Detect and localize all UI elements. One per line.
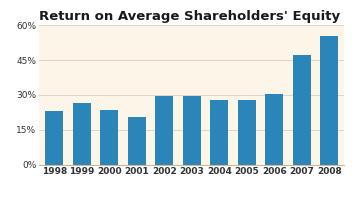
- Bar: [45, 111, 63, 165]
- Bar: [128, 116, 146, 165]
- Bar: [73, 103, 91, 165]
- Bar: [293, 55, 311, 165]
- Bar: [238, 100, 256, 165]
- Bar: [320, 36, 338, 165]
- Text: Return on Average Shareholders' Equity: Return on Average Shareholders' Equity: [39, 10, 340, 23]
- Bar: [265, 94, 283, 165]
- Bar: [155, 96, 173, 165]
- Bar: [210, 100, 228, 165]
- Bar: [183, 96, 201, 165]
- Bar: [100, 110, 118, 165]
